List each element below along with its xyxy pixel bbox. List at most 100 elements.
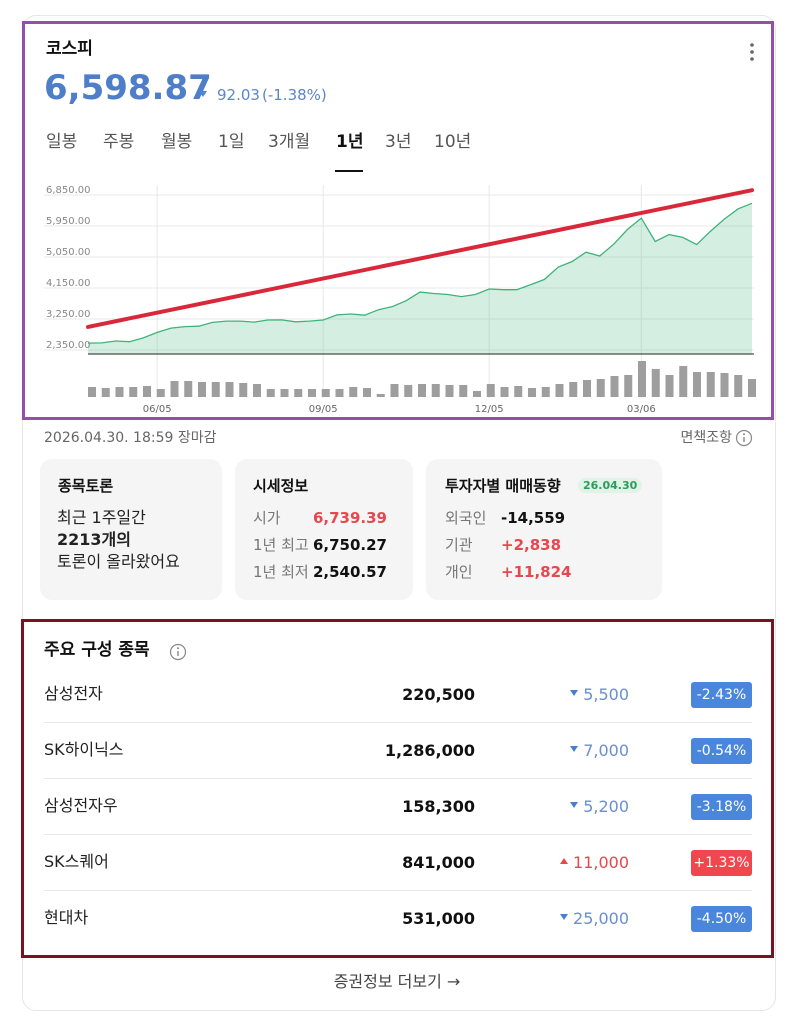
volume-bar — [583, 380, 591, 397]
period-tab[interactable]: 1년 — [336, 132, 364, 152]
volume-bar — [363, 388, 371, 397]
x-tick-label: 06/05 — [143, 404, 172, 415]
period-tab[interactable]: 주봉 — [103, 132, 135, 152]
period-tab[interactable]: 1일 — [218, 132, 245, 152]
stock-change-badge: -3.18% — [691, 794, 752, 820]
constituents-frame — [21, 619, 774, 958]
stock-change-arrow — [560, 858, 569, 864]
volume-bar — [541, 387, 550, 397]
volume-bar — [101, 388, 110, 397]
index-change-pct: (-1.38%) — [262, 86, 327, 104]
change-arrow — [199, 91, 207, 97]
stock-name[interactable]: 삼성전자우 — [44, 796, 118, 815]
investor-value: +2,838 — [501, 536, 562, 554]
volume-bar — [624, 375, 633, 397]
volume-bar — [651, 369, 660, 397]
investor-label: 개인 — [445, 563, 473, 581]
y-tick-label: 5,050.00 — [46, 247, 91, 258]
volume-bar — [225, 382, 234, 397]
investor-label: 외국인 — [445, 509, 487, 527]
volume-bar — [555, 384, 564, 397]
quote-value: 6,750.27 — [312, 536, 387, 554]
volume-bar — [280, 389, 289, 397]
period-tab[interactable]: 월봉 — [161, 132, 193, 152]
volume-bar — [748, 379, 756, 397]
volume-bar — [665, 375, 674, 397]
volume-bar — [418, 384, 426, 397]
constituents-info-icon — [169, 643, 187, 661]
stock-change: 11,000 — [573, 853, 629, 872]
volume-bar — [486, 384, 495, 397]
volume-bar — [569, 382, 578, 397]
row-divider — [44, 890, 752, 891]
y-tick-label: 4,150.00 — [46, 278, 91, 289]
outer-card — [22, 15, 776, 1011]
volume-bar — [445, 385, 454, 397]
volume-bar — [253, 384, 261, 397]
index-title: 코스피 — [46, 39, 93, 59]
period-tab[interactable]: 3개월 — [268, 132, 311, 152]
stock-change-badge: -4.50% — [691, 906, 752, 932]
row-divider — [44, 834, 752, 835]
constituents-title: 주요 구성 종목 — [44, 640, 150, 660]
row-divider — [44, 778, 752, 779]
volume-bar — [596, 379, 605, 397]
volume-bar — [321, 389, 330, 397]
period-tab[interactable]: 일봉 — [46, 132, 78, 152]
volume-bar — [88, 387, 96, 397]
stock-name[interactable]: SK스퀘어 — [44, 852, 109, 871]
quote-label: 1년 최저 — [253, 563, 309, 581]
x-tick-label: 12/05 — [475, 404, 504, 415]
volume-bar — [129, 387, 138, 397]
volume-bar — [156, 389, 165, 397]
volume-bar — [473, 391, 481, 397]
stock-name[interactable]: 삼성전자 — [44, 684, 103, 703]
volume-bar — [500, 387, 509, 397]
disclaimer-link[interactable]: 면책조항 — [680, 430, 732, 446]
stock-price: 220,500 — [402, 685, 475, 704]
date-badge: 26.04.30 — [578, 478, 643, 493]
volume-bar — [376, 394, 385, 397]
period-tab[interactable]: 10년 — [434, 132, 472, 152]
volume-bar — [638, 361, 646, 397]
volume-bar — [693, 372, 701, 397]
x-tick-label: 09/05 — [309, 404, 338, 415]
stock-price: 841,000 — [402, 853, 475, 872]
stock-name[interactable]: SK하이닉스 — [44, 740, 124, 759]
stock-change: 25,000 — [573, 909, 629, 928]
row-divider — [44, 722, 752, 723]
card-title: 시세정보 — [253, 477, 309, 495]
stock-price: 1,286,000 — [384, 741, 475, 760]
volume-bar — [170, 381, 179, 397]
card-title: 투자자별 매매동향 — [445, 477, 561, 495]
quote-card[interactable] — [235, 459, 413, 600]
card-title: 종목토론 — [58, 477, 114, 495]
volume-bar — [514, 386, 523, 397]
volume-bar — [239, 383, 248, 397]
volume-bar — [431, 384, 440, 397]
period-tab[interactable]: 3년 — [385, 132, 412, 152]
volume-bar — [528, 388, 536, 397]
discussion-line: 최근 1주일간 — [57, 508, 146, 527]
trend-line — [86, 188, 754, 329]
stock-change: 5,500 — [583, 685, 629, 704]
price-line — [87, 202, 753, 344]
stock-change: 5,200 — [583, 797, 629, 816]
volume-bar — [679, 366, 688, 397]
volume-bar — [349, 387, 358, 397]
disclaimer-info-icon[interactable] — [735, 429, 753, 447]
discussion-line: 토론이 올라왔어요 — [57, 552, 180, 571]
volume-bar — [198, 382, 206, 397]
active-tab-underline — [335, 170, 363, 172]
kebab-menu[interactable] — [748, 42, 756, 62]
x-tick-label: 03/06 — [627, 404, 656, 415]
more-link[interactable]: 증권정보 더보기 → — [333, 972, 461, 991]
quote-label: 1년 최고 — [253, 536, 309, 554]
discussion-card[interactable] — [40, 459, 222, 600]
volume-bar — [610, 376, 619, 397]
stock-name[interactable]: 현대차 — [44, 908, 89, 927]
stock-change: 7,000 — [583, 741, 629, 760]
quote-value: 6,739.39 — [312, 509, 387, 527]
investor-value: -14,559 — [501, 509, 566, 527]
